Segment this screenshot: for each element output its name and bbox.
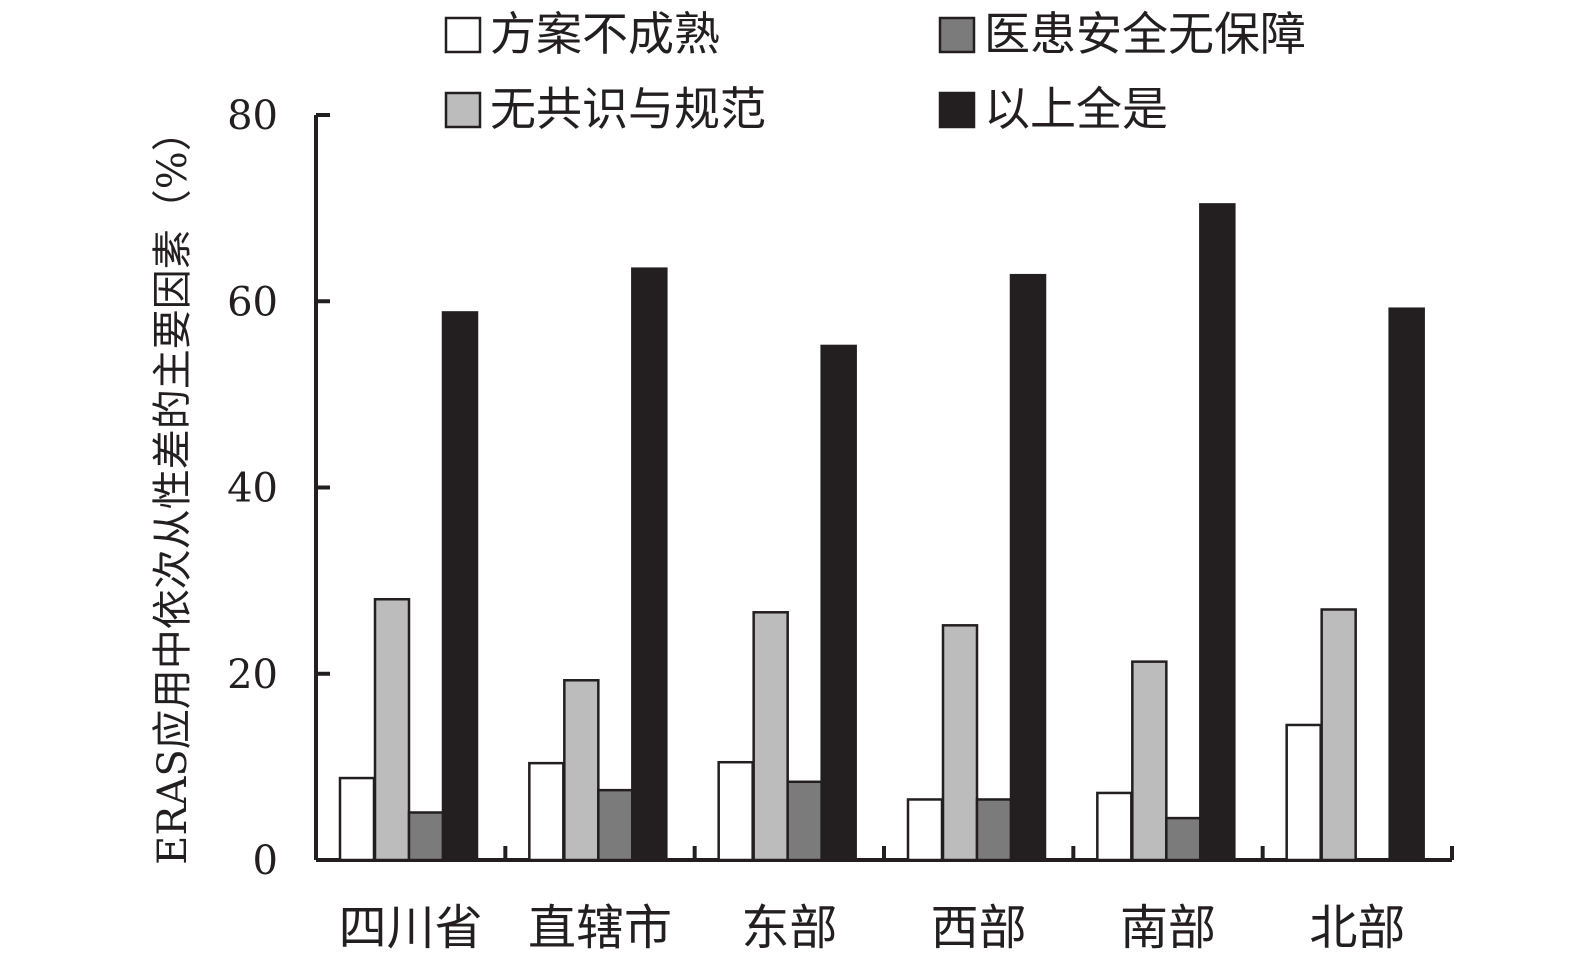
bar <box>1009 273 1047 862</box>
legend-swatch <box>444 16 482 54</box>
y-tick-label: 60 <box>227 279 278 325</box>
bar <box>786 780 823 862</box>
x-category-label: 四川省 <box>339 900 483 956</box>
x-category-label: 南部 <box>1120 900 1216 956</box>
legend-swatch <box>938 91 976 129</box>
x-category-label: 直辖市 <box>528 900 672 956</box>
bar <box>631 267 668 862</box>
legend-swatch <box>938 16 976 54</box>
x-category-label: 东部 <box>741 900 837 956</box>
bar <box>1388 307 1425 862</box>
bar <box>373 598 411 862</box>
bars <box>338 203 1425 862</box>
legend-item: 无共识与规范 <box>444 82 766 136</box>
bar <box>441 311 479 862</box>
bar <box>717 760 754 862</box>
bar <box>597 788 634 862</box>
y-tick-label: 0 <box>253 838 278 884</box>
legend-item: 医患安全无保障 <box>938 7 1306 61</box>
bar <box>752 611 789 862</box>
y-tick-label: 80 <box>227 93 278 139</box>
x-axis: 四川省 直辖市 东部 西部 南部 北部 <box>314 846 1454 956</box>
bar <box>1199 203 1236 862</box>
x-category-label: 西部 <box>931 900 1027 956</box>
bar <box>338 776 376 862</box>
bar <box>1320 608 1357 862</box>
bar <box>820 344 857 862</box>
bar <box>975 798 1013 862</box>
y-axis-label: ERAS应用中依次从性差的主要因素（%） <box>150 111 196 865</box>
legend-label: 以上全是 <box>984 82 1168 136</box>
legend-label: 医患安全无保障 <box>984 7 1306 61</box>
legend-label: 无共识与规范 <box>490 82 766 136</box>
legend-item: 方案不成熟 <box>444 7 720 61</box>
bar <box>1285 723 1322 862</box>
bar <box>1096 791 1133 862</box>
y-tick-label: 40 <box>227 466 278 512</box>
legend-swatch <box>444 91 482 129</box>
bar <box>906 798 944 862</box>
bar <box>528 761 565 862</box>
bar <box>407 811 445 862</box>
bar <box>941 624 979 862</box>
bar <box>1165 816 1202 862</box>
legend-item: 以上全是 <box>938 82 1168 136</box>
legend-label: 方案不成熟 <box>490 7 720 61</box>
y-axis: 0 20 40 60 80 <box>227 93 330 884</box>
bar <box>1131 660 1168 862</box>
bar <box>563 679 600 862</box>
x-category-label: 北部 <box>1309 900 1405 956</box>
y-tick-label: 20 <box>227 652 278 698</box>
